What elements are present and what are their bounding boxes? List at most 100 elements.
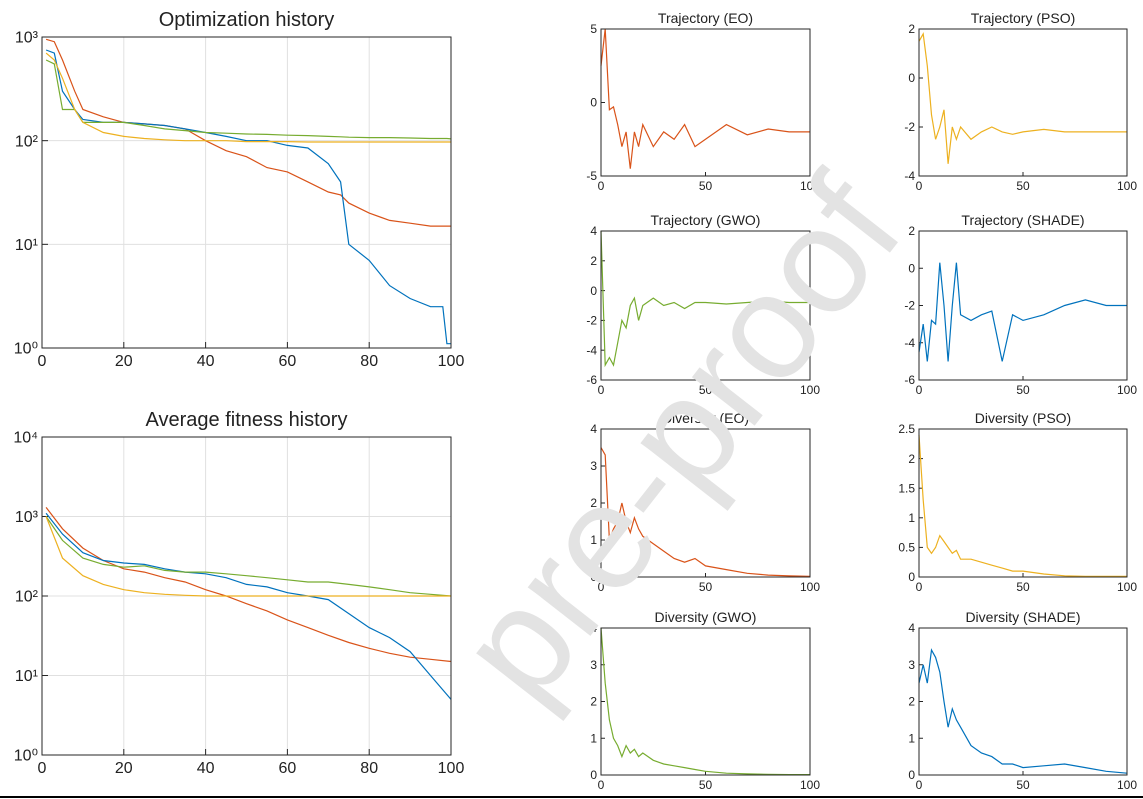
y-tick-label: 10⁰ <box>14 748 38 765</box>
x-tick-label: 50 <box>699 383 713 397</box>
plot-area <box>601 29 810 176</box>
x-tick-label: 60 <box>279 760 297 777</box>
series-line <box>45 516 451 597</box>
series-line <box>45 59 452 140</box>
chart-title: Trajectory (PSO) <box>971 10 1076 26</box>
x-tick-label: 100 <box>1117 179 1137 193</box>
x-tick-label: 50 <box>1016 179 1030 193</box>
plot-area <box>919 231 1127 380</box>
plot-frame <box>41 36 452 349</box>
series-line <box>600 230 810 368</box>
series-line <box>45 512 452 700</box>
series-line <box>918 434 1127 578</box>
y-tick-label: 4 <box>590 224 597 238</box>
x-tick-label: 100 <box>1117 383 1137 397</box>
plot-area <box>601 628 810 775</box>
plot-frame <box>600 230 811 381</box>
y-tick-label: -4 <box>904 336 915 350</box>
plot-frame <box>41 436 452 756</box>
y-tick-label: 0 <box>590 96 597 110</box>
x-tick-label: 20 <box>115 760 133 777</box>
y-tick-label: 2 <box>908 452 915 466</box>
x-tick-label: 60 <box>279 353 297 370</box>
series-line <box>918 262 1127 362</box>
plot-frame <box>918 428 1128 578</box>
chart-title: Diversity (SHADE) <box>965 609 1080 625</box>
x-tick-label: 0 <box>38 760 47 777</box>
y-tick-label: 2 <box>908 22 915 36</box>
y-tick-label: -2 <box>904 299 915 313</box>
x-tick-label: 0 <box>598 179 605 193</box>
y-tick-label: 4 <box>590 422 597 436</box>
y-tick-label: -5 <box>586 169 597 183</box>
y-tick-label: 10² <box>15 133 39 150</box>
y-tick-label: 2 <box>590 695 597 709</box>
x-tick-label: 100 <box>800 778 820 792</box>
x-tick-label: 100 <box>800 179 820 193</box>
y-tick-label: -2 <box>904 120 915 134</box>
y-tick-label: 10³ <box>15 509 39 526</box>
y-tick-label: -4 <box>904 169 915 183</box>
plot-frame <box>600 627 811 776</box>
series-line <box>45 38 451 227</box>
x-tick-label: 0 <box>916 383 923 397</box>
series-line <box>45 516 452 597</box>
y-tick-label: 0 <box>908 768 915 782</box>
series-line <box>45 49 451 345</box>
x-tick-label: 100 <box>800 580 820 594</box>
plot-area <box>601 429 810 577</box>
y-tick-label: 4 <box>590 621 597 635</box>
y-tick-label: -6 <box>586 373 597 387</box>
y-tick-label: 0 <box>908 71 915 85</box>
chart-title: Trajectory (SHADE) <box>961 212 1084 228</box>
y-tick-label: 0 <box>590 570 597 584</box>
y-tick-label: 2.5 <box>898 422 915 436</box>
plot-area <box>919 628 1127 775</box>
x-tick-label: 0 <box>916 179 923 193</box>
y-tick-label: -4 <box>586 343 597 357</box>
y-tick-label: 10¹ <box>15 668 38 685</box>
plot-frame <box>918 627 1128 776</box>
x-tick-label: 50 <box>1016 778 1030 792</box>
x-tick-label: 80 <box>360 353 378 370</box>
x-tick-label: 0 <box>598 383 605 397</box>
chart-title: Trajectory (EO) <box>658 10 753 26</box>
x-tick-label: 100 <box>800 383 820 397</box>
x-tick-label: 100 <box>1117 580 1137 594</box>
x-tick-label: 0 <box>916 580 923 594</box>
x-tick-label: 80 <box>360 760 378 777</box>
y-tick-label: 3 <box>908 658 915 672</box>
x-tick-label: 100 <box>1117 778 1137 792</box>
y-tick-label: 0 <box>590 284 597 298</box>
plot-frame <box>918 230 1128 381</box>
series-line <box>600 447 811 577</box>
y-tick-label: 0 <box>908 570 915 584</box>
y-tick-label: 2 <box>908 695 915 709</box>
plot-area <box>42 37 451 348</box>
y-tick-label: 1 <box>908 731 915 745</box>
plot-frame <box>600 28 811 177</box>
chart-title: Diversity (EO) <box>662 410 749 426</box>
plot-frame <box>600 428 811 578</box>
y-tick-label: 10⁰ <box>14 341 38 358</box>
plot-area <box>919 29 1127 176</box>
y-tick-label: 3 <box>590 658 597 672</box>
y-tick-label: 2 <box>908 224 915 238</box>
chart-title: Average fitness history <box>146 409 348 431</box>
y-tick-label: 1 <box>908 511 915 525</box>
series-line <box>918 32 1127 164</box>
chart-title: Trajectory (GWO) <box>651 212 761 228</box>
y-tick-label: -6 <box>904 373 915 387</box>
x-tick-label: 50 <box>699 778 713 792</box>
series-line <box>45 52 451 143</box>
x-tick-label: 0 <box>598 778 605 792</box>
y-tick-label: 1.5 <box>898 481 915 495</box>
y-tick-label: 4 <box>908 621 915 635</box>
y-tick-label: 1 <box>590 731 597 745</box>
x-tick-label: 50 <box>1016 580 1030 594</box>
x-tick-label: 20 <box>115 353 133 370</box>
y-tick-label: 10¹ <box>15 237 38 254</box>
x-tick-label: 40 <box>197 353 215 370</box>
